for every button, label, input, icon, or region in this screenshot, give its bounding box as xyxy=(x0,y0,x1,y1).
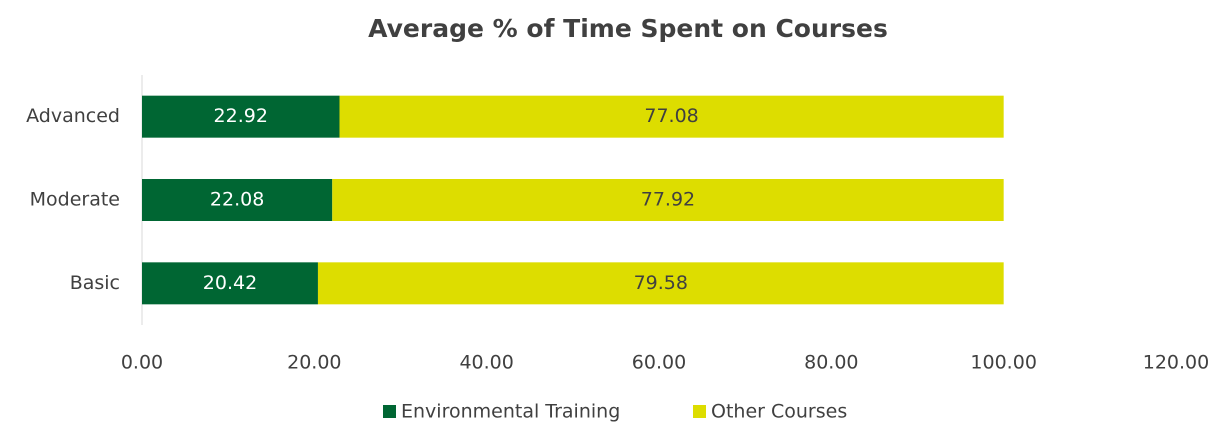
legend-swatch xyxy=(383,405,396,418)
data-label: 79.58 xyxy=(634,272,688,294)
data-label: 22.92 xyxy=(214,105,268,127)
chart-title: Average % of Time Spent on Courses xyxy=(368,14,888,43)
bar-segment xyxy=(142,95,340,138)
data-label: 77.92 xyxy=(641,189,695,211)
x-tick-label: 20.00 xyxy=(287,352,341,374)
data-label: 77.08 xyxy=(644,105,698,127)
bar-segment xyxy=(317,262,1004,305)
x-tick-label: 120.00 xyxy=(1143,352,1209,374)
legend-swatch xyxy=(693,405,706,418)
x-tick-label: 60.00 xyxy=(632,352,686,374)
bar-segment xyxy=(339,95,1004,138)
x-tick-label: 100.00 xyxy=(970,352,1036,374)
y-tick-label: Advanced xyxy=(26,105,120,127)
data-label: 20.42 xyxy=(203,272,257,294)
legend-label: Other Courses xyxy=(711,401,847,423)
y-tick-label: Moderate xyxy=(30,189,120,211)
bar-segment xyxy=(142,179,333,221)
x-tick-label: 80.00 xyxy=(804,352,858,374)
x-tick-label: 0.00 xyxy=(121,352,163,374)
bar-segment xyxy=(332,179,1004,221)
bar-segment xyxy=(142,262,318,305)
x-tick-label: 40.00 xyxy=(459,352,513,374)
legend-label: Environmental Training xyxy=(401,401,620,423)
y-tick-label: Basic xyxy=(70,272,120,294)
data-label: 22.08 xyxy=(210,189,264,211)
